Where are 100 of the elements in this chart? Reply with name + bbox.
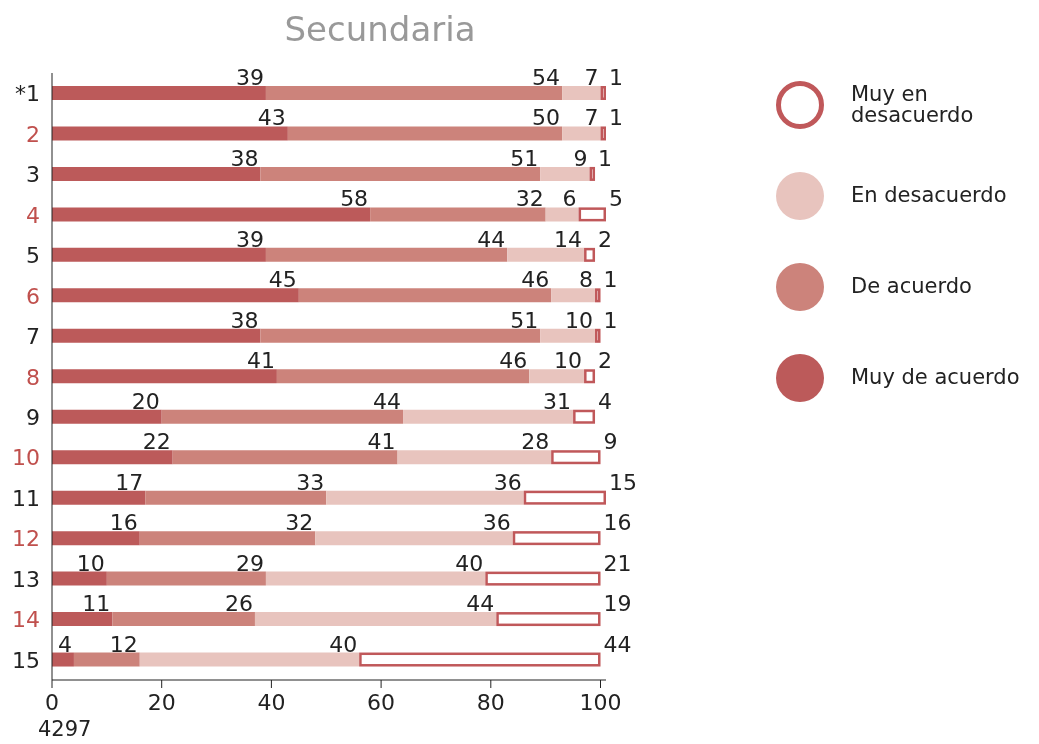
bar <box>265 86 563 100</box>
data-label: 6 <box>562 186 577 212</box>
y-tick-label: 13 <box>12 566 40 592</box>
bar <box>370 207 546 222</box>
data-label: 4 <box>598 388 613 414</box>
bar <box>600 126 606 141</box>
bar <box>512 531 601 546</box>
text: 4297 <box>38 716 92 742</box>
data-label: 46 <box>521 267 550 293</box>
bar <box>52 531 140 546</box>
bar <box>496 612 601 627</box>
bar <box>52 369 277 384</box>
bar <box>507 247 585 262</box>
bar <box>106 571 266 586</box>
x-tick-label: 100 <box>579 689 622 715</box>
bar <box>139 652 360 667</box>
y-tick-label: 6 <box>26 283 40 309</box>
bar <box>52 490 146 505</box>
bar <box>52 409 162 424</box>
bar <box>551 288 596 303</box>
bar <box>52 86 266 100</box>
data-label: 29 <box>235 550 264 576</box>
legend-label: Muy en desacuerdo <box>851 81 975 127</box>
data-label: 1 <box>603 267 618 293</box>
data-label: 11 <box>82 591 111 617</box>
data-label: 40 <box>455 550 484 576</box>
bar <box>161 409 404 424</box>
bar <box>254 612 497 627</box>
data-label: 28 <box>521 429 550 455</box>
bar <box>600 86 606 100</box>
bar <box>73 652 140 667</box>
data-label: 10 <box>76 550 105 576</box>
y-tick-label: 8 <box>26 364 40 390</box>
data-label: 1 <box>603 307 618 333</box>
bar <box>112 612 255 627</box>
data-label: 50 <box>532 105 561 131</box>
legend-label: En desacuerdo <box>851 183 1008 207</box>
bar <box>540 166 590 181</box>
bar <box>359 652 601 667</box>
bar <box>589 166 596 181</box>
legend-label: Muy de acuerdo <box>851 365 1021 389</box>
data-label: 41 <box>246 348 275 374</box>
bar <box>52 247 266 262</box>
data-label: 7 <box>584 105 599 131</box>
data-label: 32 <box>285 510 314 536</box>
bar <box>139 531 316 546</box>
bar <box>529 369 585 384</box>
bar <box>52 571 107 586</box>
data-label: 17 <box>115 469 144 495</box>
bar <box>52 612 113 627</box>
data-label: 2 <box>598 226 613 252</box>
bar <box>540 328 596 343</box>
data-label: 16 <box>109 510 138 536</box>
bar <box>265 247 508 262</box>
data-label: 21 <box>603 550 632 576</box>
bar <box>52 450 173 465</box>
bar <box>584 369 596 384</box>
data-label: 22 <box>142 429 171 455</box>
bar <box>403 409 574 424</box>
data-label: 58 <box>340 186 369 212</box>
bar <box>52 207 371 222</box>
x-tick-label: 60 <box>367 689 396 715</box>
bar <box>298 288 552 303</box>
data-label: 39 <box>235 65 264 90</box>
y-tick-label: 4 <box>26 202 40 228</box>
bar <box>52 652 74 667</box>
data-label: 16 <box>603 510 632 536</box>
y-tick-label: 10 <box>12 445 40 471</box>
y-tick-label: 7 <box>26 324 40 350</box>
data-label: 8 <box>579 267 594 293</box>
bar <box>485 571 601 586</box>
data-label: 36 <box>482 510 511 536</box>
y-tick-label: *1 <box>15 81 40 107</box>
x-tick-label: 20 <box>147 689 176 715</box>
bar <box>562 86 601 100</box>
data-label: 9 <box>603 429 618 455</box>
y-tick-label: 5 <box>26 243 40 269</box>
data-label: 46 <box>499 348 528 374</box>
bar <box>145 490 327 505</box>
bar <box>260 328 541 343</box>
data-label: 10 <box>554 348 583 374</box>
bar <box>315 531 513 546</box>
data-label: 44 <box>603 631 632 657</box>
data-label: 7 <box>584 65 599 90</box>
x-tick-label: 40 <box>257 689 286 715</box>
bar <box>397 450 552 465</box>
y-tick-label: 11 <box>12 485 40 511</box>
bar <box>52 288 299 303</box>
y-tick-label: 2 <box>26 121 40 147</box>
chart-title: Secundaria <box>283 9 477 49</box>
bar <box>326 490 524 505</box>
data-label: 45 <box>268 267 297 293</box>
data-label: 1 <box>609 105 623 131</box>
data-label: 4 <box>57 631 72 657</box>
data-label: 38 <box>230 145 259 171</box>
data-label: 20 <box>131 388 160 414</box>
data-label: 33 <box>296 469 325 495</box>
bar <box>276 369 530 384</box>
bar <box>562 126 601 141</box>
bar <box>595 288 601 303</box>
